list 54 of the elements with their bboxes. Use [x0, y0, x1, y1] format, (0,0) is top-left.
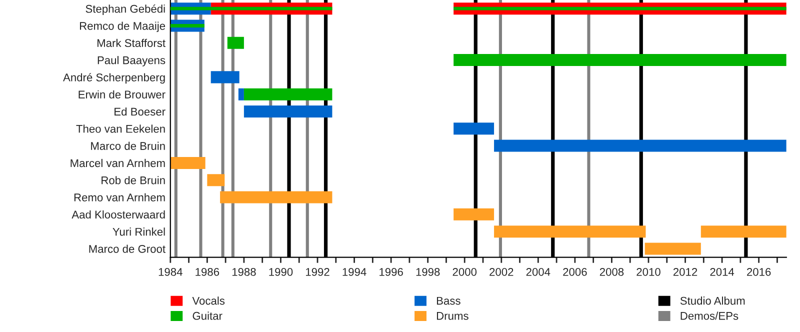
x-tick-label: 2000: [452, 268, 477, 276]
y-tick-label: Marcel van Arnhem: [70, 158, 165, 168]
legend-label: Drums: [436, 312, 468, 320]
legend-label: Studio Album: [680, 296, 745, 305]
bar: [494, 226, 646, 238]
y-tick-label: Mark Stafforst: [97, 38, 166, 48]
y-tick-label: Aad Kloosterwaard: [72, 210, 165, 219]
bar: [494, 140, 786, 152]
legend-label: Vocals: [192, 296, 225, 305]
x-tick-label: 1986: [196, 268, 220, 276]
bar: [454, 6, 786, 10]
legend-label: Guitar: [192, 312, 222, 320]
legend-label: Demos/EPs: [680, 312, 738, 320]
x-tick-label: 2004: [526, 268, 550, 276]
y-tick-label: Ed Boeser: [114, 107, 166, 116]
bar: [454, 122, 494, 135]
y-tick-label: Stephan Gebédi: [86, 4, 165, 15]
y-tick-label: Marco de Bruin: [91, 142, 165, 150]
x-tick-label: 1996: [380, 268, 403, 276]
x-tick-label: 2016: [747, 268, 771, 276]
y-tick-label: Remo van Arnhem: [74, 193, 165, 202]
y-tick-label: Erwin de Brouwer: [78, 90, 166, 98]
x-tick-label: 2006: [563, 268, 587, 276]
x-tick-label: 1990: [269, 268, 293, 276]
x-tick-label: 2012: [673, 268, 698, 276]
x-tick-label: 2014: [710, 268, 734, 276]
bar: [454, 208, 494, 220]
bar: [220, 191, 332, 204]
y-tick-label: Paul Baayens: [98, 56, 166, 66]
y-tick-label: André Scherpenberg: [63, 73, 165, 84]
bar: [700, 226, 786, 238]
bar: [227, 36, 244, 49]
x-tick-label: 1988: [232, 268, 256, 276]
bar: [244, 88, 332, 100]
bar: [207, 174, 225, 186]
y-tick-label: Marco de Groot: [89, 244, 166, 253]
bar: [170, 156, 206, 169]
x-tick-label: 1994: [342, 268, 366, 276]
x-tick-label: 1984: [158, 268, 182, 276]
bar: [238, 88, 244, 100]
bar: [454, 54, 786, 66]
x-tick-label: 1998: [416, 268, 440, 276]
x-tick-label: 2010: [636, 268, 660, 276]
bar: [210, 71, 240, 84]
x-tick-label: 2008: [600, 268, 624, 276]
legend-label: Bass: [436, 296, 460, 305]
y-tick-label: Theo van Eekelen: [76, 124, 165, 133]
y-tick-label: Rob de Bruin: [102, 176, 165, 184]
bar: [644, 242, 701, 255]
y-tick-label: Yuri Rinkel: [112, 228, 165, 236]
bar: [244, 105, 332, 118]
x-tick-label: 1992: [306, 268, 330, 276]
x-tick-label: 2002: [490, 268, 514, 276]
y-tick-label: Remco de Maaije: [80, 22, 166, 32]
